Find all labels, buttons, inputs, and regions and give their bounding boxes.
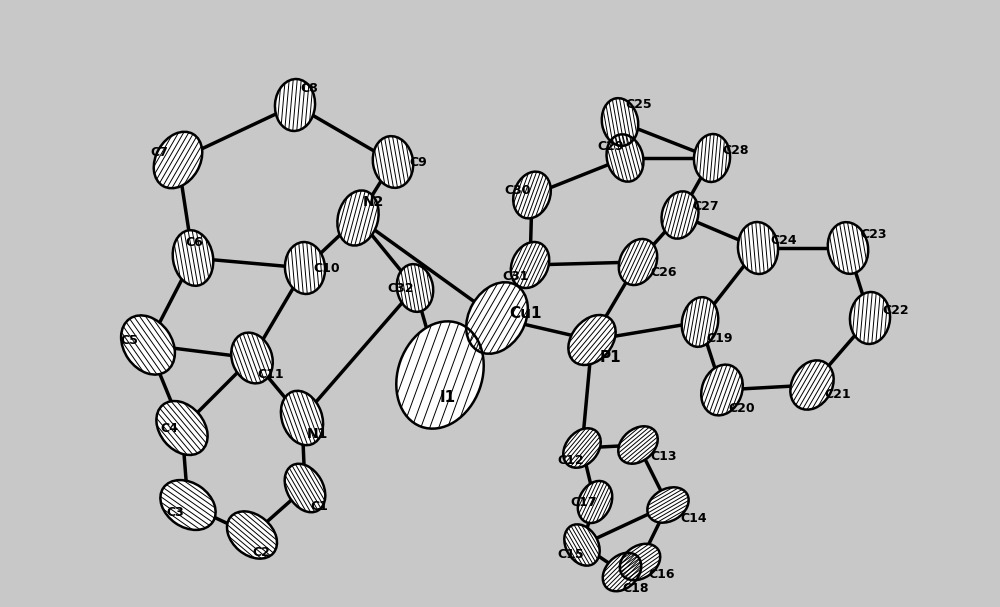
Text: C27: C27 xyxy=(692,200,719,214)
Text: C24: C24 xyxy=(770,234,797,246)
Ellipse shape xyxy=(701,365,743,415)
Text: C17: C17 xyxy=(570,495,597,509)
Ellipse shape xyxy=(618,426,658,464)
Text: C15: C15 xyxy=(557,549,584,561)
Ellipse shape xyxy=(564,524,600,566)
Ellipse shape xyxy=(662,191,698,239)
Ellipse shape xyxy=(154,132,202,188)
Text: I1: I1 xyxy=(440,390,456,404)
Ellipse shape xyxy=(511,242,549,288)
Text: C7: C7 xyxy=(150,146,168,158)
Text: C10: C10 xyxy=(313,262,340,274)
Ellipse shape xyxy=(828,222,868,274)
Ellipse shape xyxy=(602,98,638,146)
Ellipse shape xyxy=(231,333,273,384)
Text: C19: C19 xyxy=(706,331,732,345)
Ellipse shape xyxy=(607,134,643,181)
Text: C4: C4 xyxy=(160,421,178,435)
Text: C1: C1 xyxy=(310,500,328,512)
Ellipse shape xyxy=(121,316,175,375)
Text: C29: C29 xyxy=(597,140,624,152)
Text: C26: C26 xyxy=(650,265,676,279)
Ellipse shape xyxy=(603,553,641,591)
Ellipse shape xyxy=(647,487,689,523)
Ellipse shape xyxy=(790,361,834,410)
Ellipse shape xyxy=(563,429,601,468)
Ellipse shape xyxy=(568,315,616,365)
Ellipse shape xyxy=(850,292,890,344)
Ellipse shape xyxy=(285,242,325,294)
Text: C23: C23 xyxy=(860,228,887,240)
Ellipse shape xyxy=(397,264,433,312)
Text: C21: C21 xyxy=(824,388,851,401)
Ellipse shape xyxy=(337,191,379,246)
Text: P1: P1 xyxy=(600,350,622,365)
Ellipse shape xyxy=(738,222,778,274)
Ellipse shape xyxy=(682,297,718,347)
Ellipse shape xyxy=(160,480,216,530)
Text: C22: C22 xyxy=(882,304,909,316)
Ellipse shape xyxy=(156,401,208,455)
Ellipse shape xyxy=(285,464,325,512)
Ellipse shape xyxy=(275,79,315,131)
Ellipse shape xyxy=(396,321,484,429)
Ellipse shape xyxy=(173,230,213,286)
Text: C31: C31 xyxy=(502,271,528,283)
Text: Cu1: Cu1 xyxy=(509,305,542,320)
Ellipse shape xyxy=(513,172,551,219)
Text: C13: C13 xyxy=(650,450,676,464)
Text: C12: C12 xyxy=(557,453,584,467)
Text: C2: C2 xyxy=(252,546,270,560)
Text: C14: C14 xyxy=(680,512,707,526)
Text: C3: C3 xyxy=(166,506,184,520)
Ellipse shape xyxy=(281,391,323,445)
Text: C28: C28 xyxy=(722,143,748,157)
Text: C5: C5 xyxy=(120,333,138,347)
Text: C9: C9 xyxy=(409,155,427,169)
Text: C20: C20 xyxy=(728,401,755,415)
Text: C30: C30 xyxy=(504,183,530,197)
Text: N1: N1 xyxy=(307,427,328,441)
Text: C16: C16 xyxy=(648,568,674,580)
Text: C18: C18 xyxy=(622,582,648,594)
Ellipse shape xyxy=(694,134,730,182)
Text: C6: C6 xyxy=(185,236,203,248)
Ellipse shape xyxy=(578,481,612,523)
Ellipse shape xyxy=(620,544,660,580)
Text: C32: C32 xyxy=(387,282,414,294)
Ellipse shape xyxy=(373,136,413,188)
Text: C11: C11 xyxy=(257,367,284,381)
Text: C8: C8 xyxy=(300,83,318,95)
Ellipse shape xyxy=(466,282,528,354)
Text: C25: C25 xyxy=(625,98,652,110)
Ellipse shape xyxy=(227,511,277,558)
Text: N2: N2 xyxy=(363,195,384,209)
Ellipse shape xyxy=(619,239,657,285)
